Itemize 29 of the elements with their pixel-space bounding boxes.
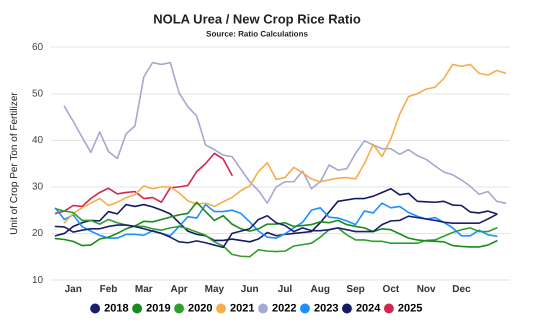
legend-label: 2023 [314, 302, 338, 315]
x-tick-label: Jan [64, 284, 82, 295]
x-tick-label: Jul [278, 284, 292, 295]
legend-label: 2022 [272, 302, 296, 315]
x-tick-label: Sep [346, 284, 365, 295]
legend-label: 2024 [356, 302, 382, 315]
chart-title: NOLA Urea / New Crop Rice Ratio [153, 11, 361, 26]
x-tick-label: Mar [134, 284, 153, 295]
y-tick-label: 60 [32, 42, 44, 53]
y-axis-title: Unit of Crop Per Ton of Fertilizer [8, 92, 20, 235]
x-tick-label: Nov [416, 284, 436, 295]
x-tick-label: Dec [452, 284, 472, 295]
x-tick-label: Jun [240, 284, 259, 295]
y-tick-label: 30 [32, 182, 44, 193]
legend-label: 2019 [146, 302, 171, 315]
legend-label: 2021 [230, 302, 255, 315]
x-tick-label: Apr [170, 284, 188, 295]
y-tick-label: 10 [32, 274, 44, 286]
y-tick-label: 20 [32, 228, 44, 240]
x-tick-label: Aug [310, 284, 330, 295]
x-tick-label: Oct [382, 284, 400, 295]
legend-label: 2020 [188, 302, 213, 315]
legend-label: 2018 [104, 302, 129, 315]
legend-label: 2025 [398, 302, 422, 315]
x-tick-label: Feb [100, 284, 118, 295]
x-tick-label: May [204, 284, 225, 295]
y-tick-label: 50 [32, 88, 44, 100]
chart-subtitle: Source: Ratio Calculations [206, 30, 308, 39]
y-tick-label: 40 [32, 135, 44, 146]
